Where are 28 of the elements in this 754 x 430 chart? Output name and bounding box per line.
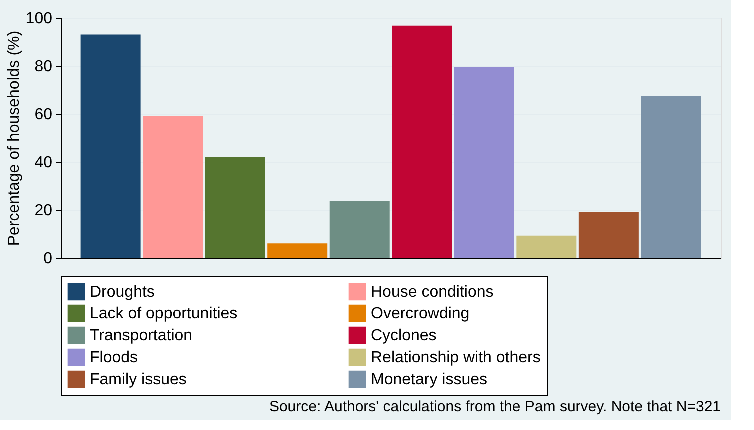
bar (578, 212, 639, 258)
y-tick-label: 100 (26, 10, 53, 28)
y-tick-label: 0 (44, 250, 53, 268)
legend-label: Lack of opportunities (90, 306, 238, 322)
legend-label: Droughts (90, 284, 155, 301)
legend-label: Transportation (90, 328, 193, 344)
bar (454, 67, 514, 258)
bar (80, 34, 141, 258)
bar (641, 96, 702, 258)
legend-label: Monetary issues (371, 372, 488, 388)
y-axis-title: Percentage of households (%) (6, 30, 23, 246)
bar (143, 116, 204, 258)
legend-label: House conditions (371, 284, 494, 301)
y-tick-label: 20 (34, 202, 53, 220)
bar (516, 236, 577, 258)
y-tick-label: 60 (34, 106, 53, 124)
y-tick-label: 40 (34, 154, 53, 172)
bar (392, 26, 452, 258)
bar (330, 201, 390, 258)
bar (268, 244, 328, 258)
legend-label: Family issues (90, 372, 187, 388)
legend-label: Cyclones (371, 328, 437, 344)
legend-label: Relationship with others (371, 350, 541, 366)
legend-label: Overcrowding (371, 306, 470, 322)
legend-label: Floods (90, 350, 138, 366)
bar (205, 157, 266, 258)
y-tick-label: 80 (34, 58, 53, 76)
source-note: Source: Authors' calculations from the Pam survey. Note that N=321 (269, 398, 721, 416)
